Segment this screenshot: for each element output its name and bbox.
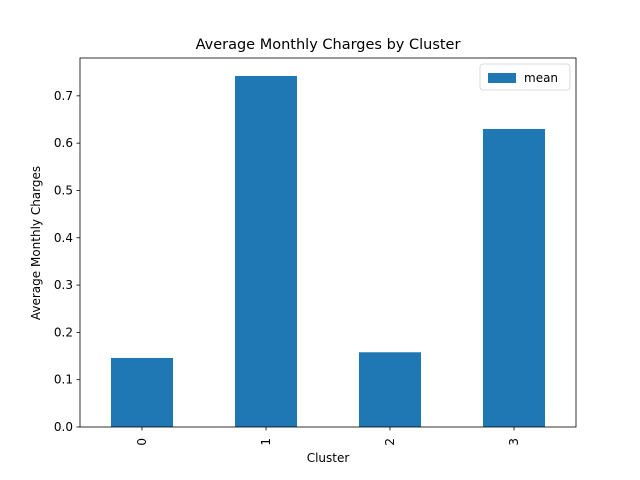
- y-tick-label: 0.6: [54, 136, 73, 150]
- x-tick-label: 2: [383, 438, 397, 446]
- y-tick-label: 0.5: [54, 183, 73, 197]
- y-tick-label: 0.4: [54, 231, 73, 245]
- chart-title: Average Monthly Charges by Cluster: [196, 37, 461, 53]
- bar-cluster-2: [359, 352, 421, 427]
- bar-cluster-1: [235, 75, 297, 427]
- legend-label: mean: [524, 71, 558, 85]
- y-tick-label: 0.0: [54, 420, 73, 434]
- y-axis-label: Average Monthly Charges: [29, 166, 43, 320]
- plot-frame: [79, 57, 577, 428]
- legend-box: [479, 63, 571, 91]
- y-tick-label: 0.3: [54, 278, 73, 292]
- axes-layer: 0.0 0.1 0.2 0.3 0.4 0.5 0.6 0.7 0 1 2 3: [54, 57, 577, 446]
- x-tick-label: 3: [507, 438, 521, 446]
- x-tick-label: 1: [259, 438, 273, 446]
- bar-cluster-0: [111, 357, 173, 427]
- bar-cluster-3: [483, 128, 545, 427]
- y-tick-label: 0.7: [54, 89, 73, 103]
- legend: mean: [479, 63, 571, 91]
- x-tick-label: 0: [135, 438, 149, 446]
- y-tick-label: 0.1: [54, 373, 73, 387]
- legend-swatch: [488, 73, 516, 83]
- bars-layer: [111, 75, 545, 427]
- x-axis-label: Cluster: [307, 451, 350, 465]
- y-tick-label: 0.2: [54, 325, 73, 339]
